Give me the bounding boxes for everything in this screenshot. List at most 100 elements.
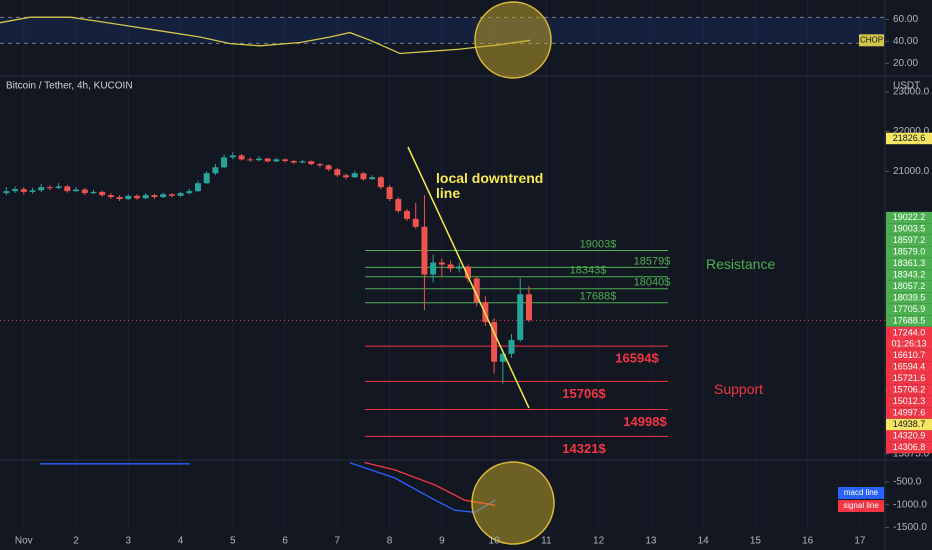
candle-body xyxy=(299,161,306,163)
price-label: 18597.2 xyxy=(893,235,926,245)
symbol-title: Bitcoin / Tether, 4h, KUCOIN xyxy=(6,81,133,92)
x-tick-label: 10 xyxy=(489,536,501,547)
candle-body xyxy=(55,186,62,188)
x-tick-label: 8 xyxy=(387,536,393,547)
price-label: 18039.5 xyxy=(893,292,926,302)
candle-body xyxy=(64,186,71,192)
price-label-box xyxy=(886,234,932,247)
level-label: 14998$ xyxy=(623,414,667,429)
price-label: 15706.2 xyxy=(893,384,926,394)
candle-body xyxy=(290,160,297,163)
price-label: 18579.0 xyxy=(893,246,926,256)
axis-layer: Nov 2 3 4 5 6 7 8 9 10 11 12 13 14 15 16 17 60.00 40.00 20.… xyxy=(15,14,932,547)
price-label: 18343.2 xyxy=(893,269,926,279)
candle-body xyxy=(464,266,471,279)
candle-body xyxy=(203,173,210,184)
legend-label: CHOP xyxy=(860,35,883,44)
candle-body xyxy=(46,187,53,189)
x-tick-label: Nov xyxy=(15,536,33,547)
candle-body xyxy=(221,157,228,168)
candle-body xyxy=(151,195,158,198)
macd-pane: macd line signal line xyxy=(40,461,884,513)
annotation: Support xyxy=(714,381,764,397)
candle-body xyxy=(247,159,254,161)
legend-box xyxy=(838,487,884,499)
price-label-box xyxy=(886,246,932,258)
legend-label: macd line xyxy=(844,488,879,497)
candle-body xyxy=(264,158,271,162)
candle-body xyxy=(255,158,262,161)
price-label-box xyxy=(886,395,932,408)
y-tick-label: -500.0 xyxy=(893,477,922,488)
highlight-circle xyxy=(471,461,555,545)
price-label-box xyxy=(886,303,932,316)
candle-body xyxy=(99,191,106,196)
level-label: 15706$ xyxy=(562,386,606,401)
x-tick-label: 17 xyxy=(854,536,866,547)
price-label: 16610.7 xyxy=(893,350,926,360)
x-tick-label: 15 xyxy=(750,536,762,547)
price-label: 14997.6 xyxy=(893,407,926,417)
legend-label: signal line xyxy=(843,501,879,510)
series-line xyxy=(40,462,496,513)
candle-body xyxy=(447,264,454,269)
price-label: 17705.9 xyxy=(893,304,926,314)
candle-body xyxy=(525,294,532,321)
price-label-box xyxy=(886,441,932,454)
level-label: 18579$ xyxy=(634,255,671,267)
price-label-box xyxy=(886,280,932,293)
price-label-box xyxy=(886,349,932,362)
y-tick-label: 13875.0 xyxy=(893,449,930,460)
candle-body xyxy=(90,191,97,194)
highlight-circle xyxy=(474,1,552,79)
candle-body xyxy=(421,226,428,275)
y-tick-label: 60.00 xyxy=(893,14,918,25)
x-tick-label: 3 xyxy=(126,536,132,547)
x-tick-label: 14 xyxy=(698,536,710,547)
candle-body xyxy=(438,262,445,265)
candle-body xyxy=(168,194,175,196)
price-label: 14306.8 xyxy=(893,442,926,452)
candle-body xyxy=(508,339,515,354)
y-tick-label: 21000.0 xyxy=(893,166,930,177)
price-label-box xyxy=(886,315,932,327)
candle-body xyxy=(351,173,358,178)
candle-body xyxy=(491,322,498,362)
level-label: 18343$ xyxy=(570,265,607,277)
candle-body xyxy=(238,155,245,160)
y-tick-label: 23000.0 xyxy=(893,87,930,98)
price-label: 15721.6 xyxy=(893,373,926,383)
x-tick-label: 6 xyxy=(282,536,288,547)
chop-pane: CHOP xyxy=(0,16,885,55)
price-label: 14938.7 xyxy=(893,419,926,429)
price-label-box xyxy=(886,211,932,224)
y-axis-label: USDT xyxy=(893,81,920,92)
countdown: 01:26:13 xyxy=(891,339,926,349)
candle-body xyxy=(395,199,402,211)
price-label: 14320.9 xyxy=(893,430,926,440)
candle-body xyxy=(273,159,280,162)
level-label: 19003$ xyxy=(580,238,617,250)
price-label: 16594.4 xyxy=(893,361,926,371)
candle-body xyxy=(38,187,45,191)
x-tick-label: 4 xyxy=(178,536,184,547)
level-label: 17688$ xyxy=(580,291,617,303)
y-tick-label: 40.00 xyxy=(893,36,918,47)
candle-body xyxy=(473,278,480,303)
candle-body xyxy=(3,191,10,194)
x-tick-label: 2 xyxy=(73,536,79,547)
candle-body xyxy=(360,173,367,180)
price-label-box xyxy=(886,361,932,373)
annotation: local downtrend line xyxy=(436,170,544,201)
downtrend-line xyxy=(407,146,530,409)
price-label: 21826.6 xyxy=(893,133,926,143)
price-label: 18361.3 xyxy=(893,258,926,268)
current-price-label: 17244.0 xyxy=(893,328,926,338)
price-label-box xyxy=(886,223,932,235)
grid-layer xyxy=(23,0,861,532)
level-label: 16594$ xyxy=(615,351,659,366)
price-label-box xyxy=(886,257,932,270)
candle-body xyxy=(412,218,419,227)
candle-body xyxy=(125,195,132,200)
